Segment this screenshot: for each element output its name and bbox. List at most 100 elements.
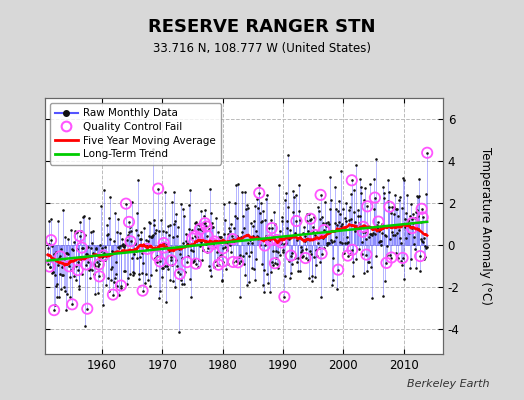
Point — [161, 189, 169, 196]
Point — [302, 246, 310, 252]
Point — [154, 185, 162, 192]
Point — [287, 252, 295, 259]
Point — [112, 271, 120, 277]
Point — [261, 196, 270, 202]
Point — [188, 235, 196, 242]
Point — [369, 226, 377, 232]
Point — [200, 213, 208, 219]
Point — [107, 277, 115, 283]
Point — [368, 232, 376, 238]
Point — [318, 250, 326, 257]
Point — [228, 236, 237, 242]
Point — [194, 226, 202, 232]
Point — [277, 239, 286, 246]
Point — [319, 220, 328, 226]
Point — [79, 214, 88, 220]
Point — [316, 216, 324, 222]
Point — [129, 270, 138, 276]
Point — [339, 250, 347, 256]
Point — [417, 218, 425, 225]
Point — [195, 257, 203, 263]
Point — [339, 206, 347, 212]
Point — [48, 269, 57, 276]
Point — [207, 272, 215, 279]
Point — [375, 238, 384, 245]
Point — [419, 239, 428, 245]
Point — [297, 248, 305, 255]
Point — [384, 198, 392, 204]
Point — [269, 262, 278, 268]
Point — [420, 235, 428, 242]
Point — [196, 242, 204, 249]
Point — [308, 273, 316, 280]
Point — [244, 204, 253, 211]
Point — [322, 240, 331, 246]
Point — [273, 261, 281, 268]
Point — [231, 213, 239, 220]
Point — [267, 217, 276, 223]
Point — [144, 277, 152, 284]
Point — [93, 258, 102, 265]
Point — [342, 200, 351, 206]
Point — [333, 208, 342, 214]
Point — [406, 265, 414, 272]
Point — [123, 280, 131, 287]
Point — [243, 202, 252, 208]
Point — [167, 254, 175, 260]
Point — [214, 262, 223, 268]
Point — [361, 229, 369, 236]
Point — [255, 182, 263, 188]
Point — [49, 250, 58, 257]
Point — [215, 234, 223, 240]
Point — [43, 244, 52, 251]
Point — [396, 194, 404, 200]
Point — [77, 256, 85, 262]
Point — [219, 258, 227, 265]
Point — [173, 224, 182, 230]
Point — [252, 228, 260, 234]
Point — [295, 208, 303, 214]
Point — [261, 216, 269, 223]
Legend: Raw Monthly Data, Quality Control Fail, Five Year Moving Average, Long-Term Tren: Raw Monthly Data, Quality Control Fail, … — [50, 103, 221, 164]
Point — [192, 260, 200, 267]
Point — [383, 243, 391, 250]
Point — [94, 290, 102, 296]
Point — [131, 241, 139, 248]
Point — [138, 270, 146, 276]
Point — [353, 222, 361, 229]
Point — [183, 253, 192, 260]
Point — [311, 262, 320, 268]
Point — [136, 229, 145, 236]
Point — [363, 203, 372, 210]
Point — [283, 152, 292, 158]
Point — [362, 251, 370, 258]
Point — [342, 218, 350, 224]
Point — [323, 240, 332, 246]
Point — [166, 276, 174, 283]
Point — [362, 236, 370, 242]
Point — [326, 237, 335, 244]
Point — [294, 268, 303, 274]
Point — [348, 259, 357, 265]
Point — [98, 254, 106, 260]
Point — [140, 280, 149, 286]
Point — [97, 245, 106, 252]
Point — [124, 275, 132, 281]
Point — [293, 237, 302, 243]
Point — [325, 174, 334, 180]
Point — [160, 262, 169, 269]
Point — [62, 290, 71, 297]
Point — [58, 272, 66, 278]
Point — [340, 250, 348, 256]
Point — [320, 233, 329, 240]
Point — [157, 217, 165, 224]
Point — [305, 274, 313, 281]
Point — [78, 244, 86, 251]
Point — [178, 281, 186, 288]
Point — [221, 240, 230, 246]
Point — [106, 236, 114, 242]
Point — [203, 232, 212, 239]
Point — [348, 246, 356, 253]
Point — [45, 217, 53, 224]
Point — [308, 229, 316, 236]
